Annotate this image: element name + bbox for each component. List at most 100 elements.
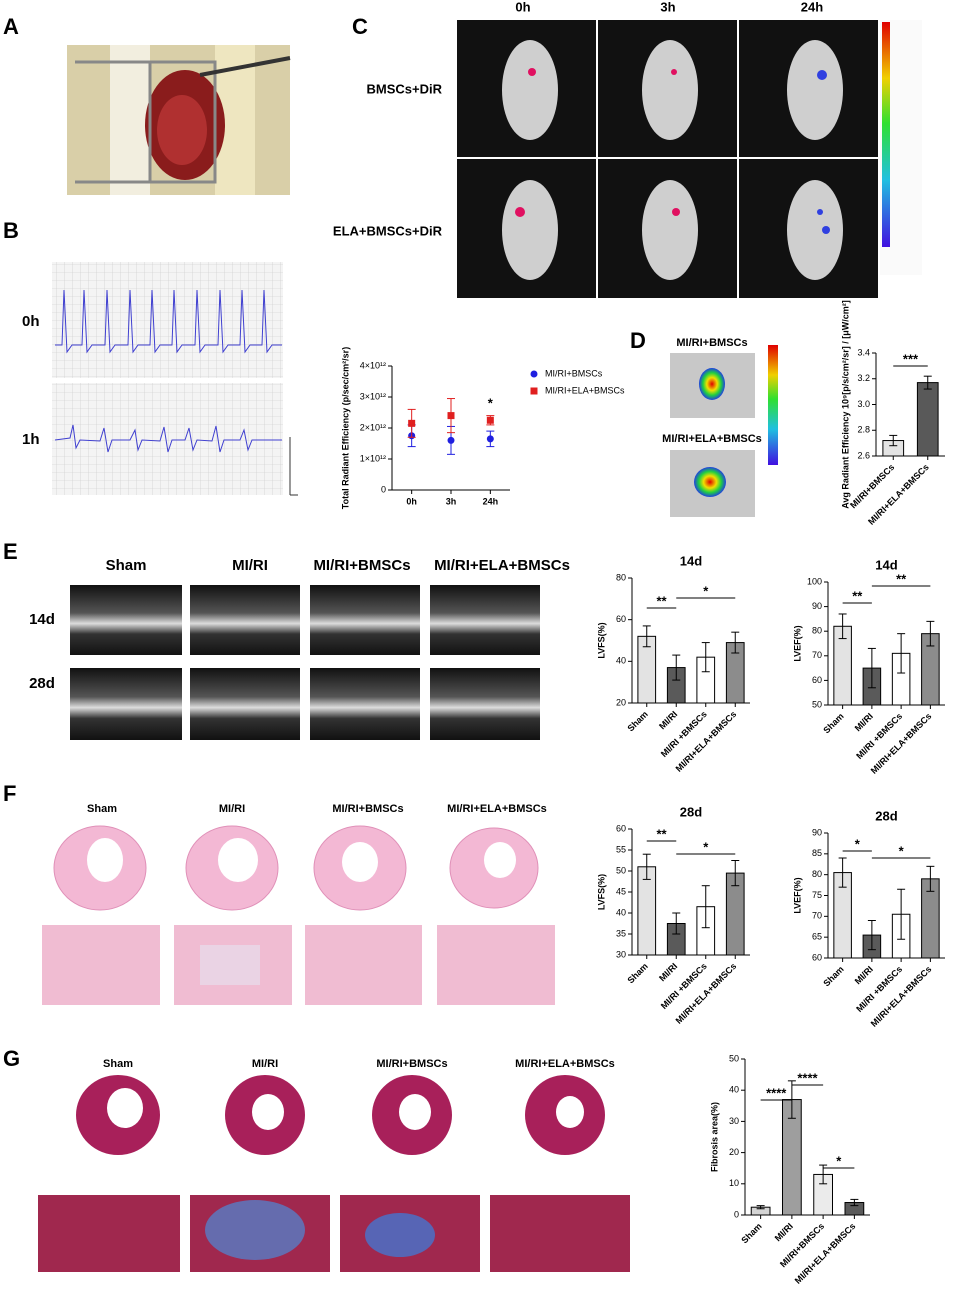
y-tick-label: 0 [381,484,386,494]
y-axis-label: Avg Radiant Efficiency 10⁹[p/s/cm²/sr] /… [840,300,850,509]
y-tick-label: 60 [812,952,822,962]
column-label: MI/RI+BMSCs [376,1058,447,1070]
panel-letter: E [3,539,18,564]
dot [486,435,494,443]
column-label: MI/RI+ELA+BMSCs [447,803,547,815]
y-tick-label: 2×10¹² [360,422,386,432]
chart-title: 28d [680,804,702,819]
column-label: 3h [660,0,675,14]
y-tick-label: 75 [812,890,822,900]
legend-swatch [530,387,538,395]
y-tick-label: 0 [734,1209,739,1219]
column-label: MI/RI [252,1058,278,1070]
column-label: Sham [103,1058,133,1070]
y-tick-label: 90 [812,827,822,837]
x-tick-label: Sham [821,711,845,735]
panel-letter: C [352,14,368,39]
bar [916,382,939,457]
x-tick-label: MI/RI [657,961,679,983]
y-tick-label: 30 [616,949,626,959]
column-label: MI/RI+ELA+BMSCs [515,1058,615,1070]
dot [447,412,455,420]
y-tick-label: 80 [812,869,822,879]
y-tick-label: 60 [616,614,626,624]
x-tick-label: 0h [406,496,417,506]
y-tick-label: 30 [729,1116,739,1126]
x-tick-label: Sham [739,1221,763,1245]
y-tick-label: 80 [812,626,822,636]
y-tick-label: 3.4 [857,347,870,357]
y-tick-label: 35 [616,928,626,938]
y-tick-label: 2.8 [857,425,870,435]
y-tick-label: 3.0 [857,399,870,409]
legend-label: MI/RI+BMSCs [545,368,603,378]
panel-letter: B [3,218,19,243]
he-staining: Sham MI/RI MI/RI+BMSCs MI/RI+ELA+BMSCs [42,803,555,1005]
y-tick-label: 60 [616,823,626,833]
chart-title: 28d [875,808,897,823]
image-label: MI/RI+ELA+BMSCs [662,433,762,445]
significance: * [488,395,494,410]
image-label: MI/RI+BMSCs [676,337,747,349]
x-tick-label: Sham [625,709,649,733]
x-tick-label: MI/RI [657,709,679,731]
significance: ** [852,588,863,603]
y-tick-label: 50 [812,699,822,709]
significance: ** [656,593,667,608]
ivis-grid: 0h 3h 24h BMSCs+DiR ELA+BMSCs+DiR [333,0,922,298]
echo-grid: Sham MI/RI MI/RI+BMSCs MI/RI+ELA+BMSCs 1… [29,557,570,740]
x-tick-label: Sham [821,964,845,988]
row-label: BMSCs+DiR [367,81,443,96]
panel-letter: A [3,14,19,39]
x-tick-label: Sham [625,961,649,985]
y-tick-label: 80 [616,572,626,582]
y-tick-label: 10 [729,1178,739,1188]
column-label: MI/RI+BMSCs [332,803,403,815]
row-label: 14d [29,611,55,628]
column-label: MI/RI+ELA+BMSCs [434,557,570,574]
row-label: ELA+BMSCs+DiR [333,223,443,238]
y-tick-label: 3.2 [857,373,870,383]
y-tick-label: 45 [616,886,626,896]
y-tick-label: 70 [812,911,822,921]
y-axis-label: LVFS(%) [596,874,606,910]
x-tick-label: MI/RI [773,1221,795,1243]
legend-label: MI/RI+ELA+BMSCs [545,385,625,395]
column-label: MI/RI [219,803,245,815]
heart-imaging: MI/RI+BMSCs MI/RI+ELA+BMSCs [662,337,778,517]
y-tick-label: 50 [729,1053,739,1063]
chart-title: 14d [875,557,897,572]
x-tick-label: 24h [483,496,499,506]
y-axis-label: Total Radiant Efficiency (p/sec/cm²/sr) [340,347,350,509]
column-label: MI/RI [232,557,268,574]
y-tick-label: 20 [616,697,626,707]
y-tick-label: 65 [812,932,822,942]
ecg-traces: 0h 1h [22,262,298,496]
y-tick-label: 100 [807,576,822,586]
significance: ** [656,826,667,841]
y-tick-label: 60 [812,675,822,685]
y-axis-label: LVFS(%) [596,622,606,658]
masson-staining: Sham MI/RI MI/RI+BMSCs MI/RI+ELA+BMSCs [38,1058,630,1272]
x-tick-label: MI/RI+ELA+BMSCs [866,462,931,527]
x-tick-label: MI/RI [853,711,875,733]
significance: * [703,839,709,854]
panel-letter: G [3,1046,20,1071]
bar [637,866,657,956]
dot [486,416,494,424]
y-tick-label: 3×10¹² [360,391,386,401]
row-label: 0h [22,313,40,330]
dot [447,436,455,444]
panel-letter: F [3,781,16,806]
legend-swatch [530,370,538,378]
y-tick-label: 85 [812,848,822,858]
y-axis-label: LVEF(%) [792,625,802,661]
significance: **** [797,1070,818,1085]
y-tick-label: 40 [616,656,626,666]
significance: *** [903,351,919,366]
panel-letters: A B C D E F G [3,14,646,1071]
y-tick-label: 55 [616,844,626,854]
column-label: Sham [106,557,147,574]
y-tick-label: 1×10¹² [360,453,386,463]
